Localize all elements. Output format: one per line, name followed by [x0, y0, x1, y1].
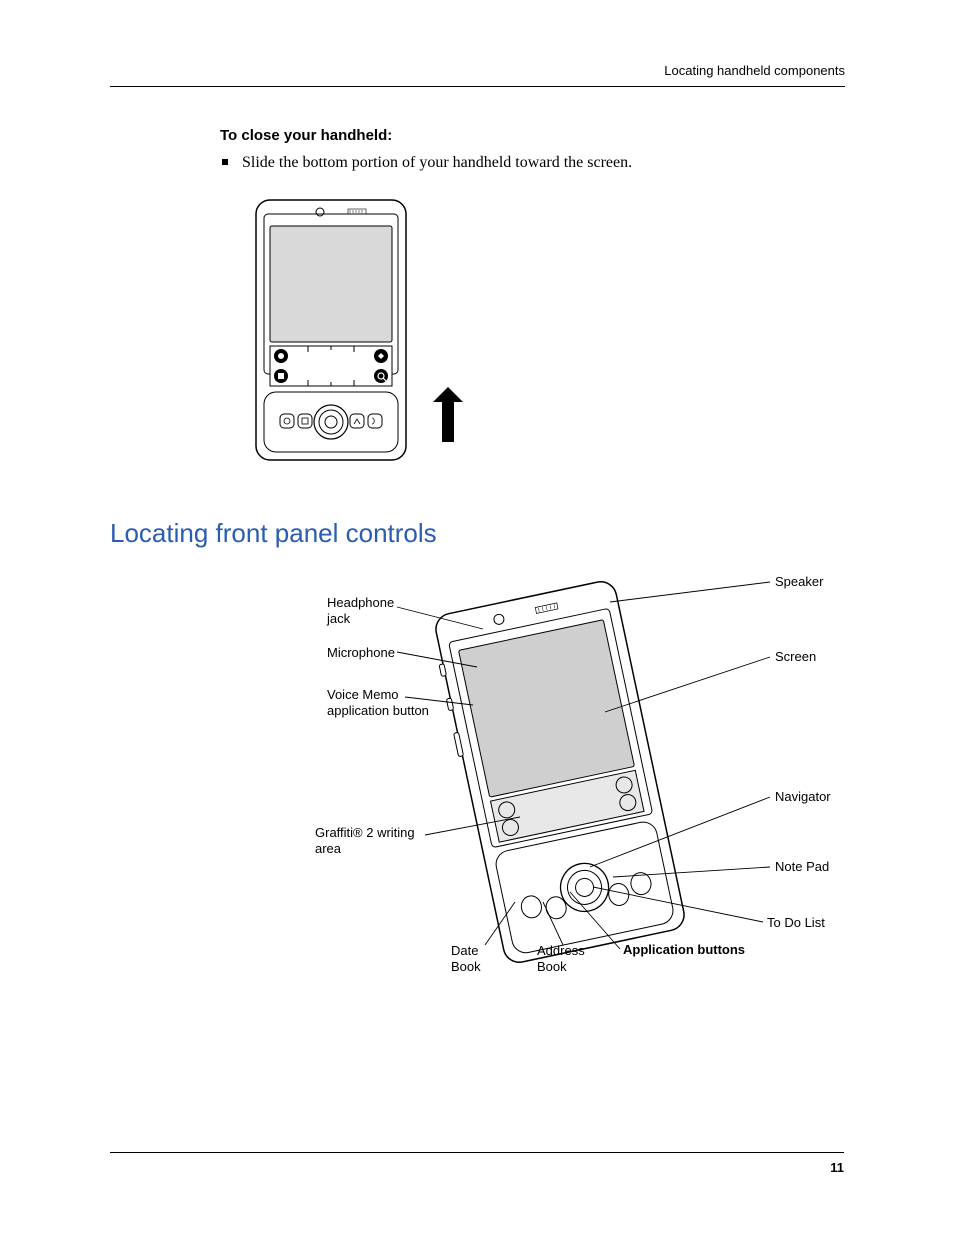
- callout-text: area: [315, 841, 341, 856]
- page-number: 11: [830, 1160, 844, 1175]
- callout-text: Book: [537, 959, 567, 974]
- callout-graffiti: Graffiti® 2 writing area: [315, 825, 415, 856]
- page-content: Locating handheld components To close yo…: [110, 63, 845, 997]
- callout-note-pad: Note Pad: [775, 859, 829, 875]
- callout-voice-memo: Voice Memo application button: [327, 687, 429, 718]
- callout-microphone: Microphone: [327, 645, 395, 661]
- figure-front-panel: Speaker Headphone jack Microphone Screen…: [215, 567, 895, 997]
- callout-to-do-list: To Do List: [767, 915, 825, 931]
- header-rule: Locating handheld components: [110, 63, 845, 87]
- close-handheld-heading: To close your handheld:: [220, 127, 845, 144]
- callout-text: Headphone: [327, 595, 394, 610]
- up-arrow-icon: [433, 387, 463, 442]
- callout-address-book: Address Book: [537, 943, 585, 974]
- callout-date-book: Date Book: [451, 943, 481, 974]
- callout-text: jack: [327, 611, 350, 626]
- callout-text: Graffiti® 2 writing: [315, 825, 415, 840]
- callout-speaker: Speaker: [775, 574, 823, 590]
- footer-rule: [110, 1152, 844, 1153]
- callout-text: Address: [537, 943, 585, 958]
- callout-screen: Screen: [775, 649, 816, 665]
- section-title: Locating front panel controls: [110, 518, 845, 549]
- handheld-front-diagram: [215, 567, 895, 997]
- bullet-text: Slide the bottom portion of your handhel…: [242, 152, 632, 174]
- callout-text: application button: [327, 703, 429, 718]
- callout-text: Voice Memo: [327, 687, 399, 702]
- callout-text: Date: [451, 943, 478, 958]
- handheld-closing-diagram: [248, 192, 468, 472]
- callout-text: Book: [451, 959, 481, 974]
- callout-headphone-jack: Headphone jack: [327, 595, 394, 626]
- callout-application-buttons: Application buttons: [623, 942, 745, 958]
- running-head: Locating handheld components: [664, 63, 845, 78]
- bullet-square-icon: [222, 159, 228, 165]
- main-content: To close your handheld: Slide the bottom…: [220, 127, 845, 997]
- bullet-item: Slide the bottom portion of your handhel…: [220, 152, 845, 174]
- callout-navigator: Navigator: [775, 789, 831, 805]
- figure-close-handheld: [248, 192, 845, 472]
